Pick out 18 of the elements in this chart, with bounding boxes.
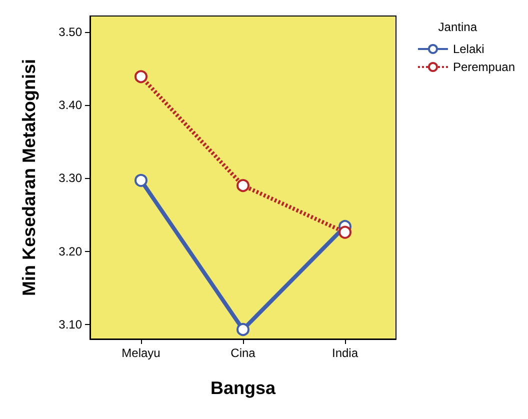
y-axis-title: Min Kesedaran Metakognisi <box>19 58 39 296</box>
point <box>236 323 250 336</box>
x-tick-label: Cina <box>230 346 256 360</box>
y-tick-label: 3.10 <box>58 317 82 332</box>
x-axis-title: Bangsa <box>210 378 276 398</box>
y-tick-label: 3.20 <box>58 244 82 258</box>
y-tick-label: 3.30 <box>58 171 82 186</box>
legend-label: Lelaki <box>452 42 484 56</box>
legend-title: Jantina <box>438 20 478 34</box>
x-tick-label: Melayu <box>122 346 160 360</box>
x-tick-label: India <box>332 346 358 360</box>
y-tick-label: 3.50 <box>58 25 82 40</box>
point <box>338 226 352 239</box>
y-tick-label: 3.40 <box>58 98 82 112</box>
point <box>134 174 148 187</box>
legend-label: Perempuan <box>452 60 516 74</box>
point <box>236 179 250 192</box>
point <box>134 70 148 84</box>
